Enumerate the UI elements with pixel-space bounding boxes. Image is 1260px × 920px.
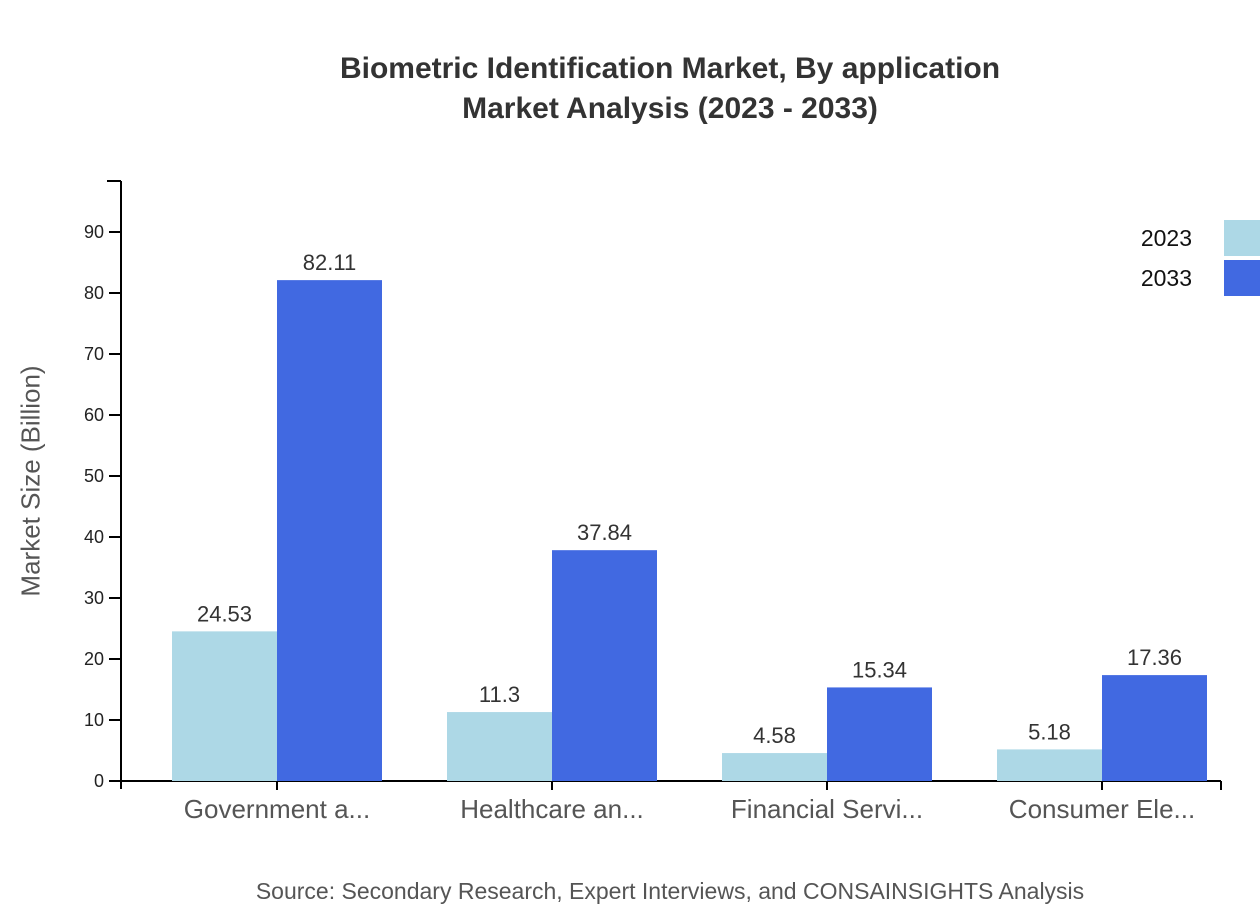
bar-2023 xyxy=(722,753,827,781)
bar-value-label: 5.18 xyxy=(1028,719,1071,744)
y-tick-label: 0 xyxy=(94,771,104,791)
legend-label-2033: 2033 xyxy=(1141,265,1192,291)
y-tick-label: 60 xyxy=(84,405,104,425)
legend-swatch-2023 xyxy=(1224,220,1260,256)
bar-value-label: 82.11 xyxy=(303,250,356,275)
bar-2033 xyxy=(552,550,657,781)
chart-title-line2: Market Analysis (2023 - 2033) xyxy=(462,92,878,125)
y-tick-label: 70 xyxy=(84,344,104,364)
bar-value-label: 4.58 xyxy=(753,723,796,748)
x-category-label: Financial Servi... xyxy=(731,794,923,824)
bar-2023 xyxy=(447,712,552,781)
x-category-label: Healthcare an... xyxy=(460,794,644,824)
x-category-label: Consumer Ele... xyxy=(1009,794,1195,824)
bar-2033 xyxy=(827,687,932,781)
bar-value-label: 17.36 xyxy=(1127,645,1182,670)
chart-title-line1: Biometric Identification Market, By appl… xyxy=(339,52,1001,85)
y-tick-label: 30 xyxy=(84,588,104,608)
bar-2033 xyxy=(1102,675,1207,781)
bar-2023 xyxy=(997,749,1102,781)
bar-value-label: 37.84 xyxy=(577,520,632,545)
bar-value-label: 15.34 xyxy=(852,657,907,682)
y-tick-label: 90 xyxy=(84,222,104,242)
source-note: Source: Secondary Research, Expert Inter… xyxy=(255,878,1085,904)
bar-value-label: 11.3 xyxy=(479,682,520,707)
legend-label-2023: 2023 xyxy=(1141,225,1192,251)
legend-swatch-2033 xyxy=(1224,260,1260,296)
y-tick-label: 20 xyxy=(84,649,104,669)
y-tick-label: 80 xyxy=(84,283,104,303)
y-tick-label: 50 xyxy=(84,466,104,486)
y-tick-label: 40 xyxy=(84,527,104,547)
bar-value-label: 24.53 xyxy=(197,601,252,626)
y-tick-label: 10 xyxy=(84,710,104,730)
bar-2033 xyxy=(277,280,382,781)
x-category-label: Government a... xyxy=(184,794,370,824)
bar-2023 xyxy=(172,631,277,781)
